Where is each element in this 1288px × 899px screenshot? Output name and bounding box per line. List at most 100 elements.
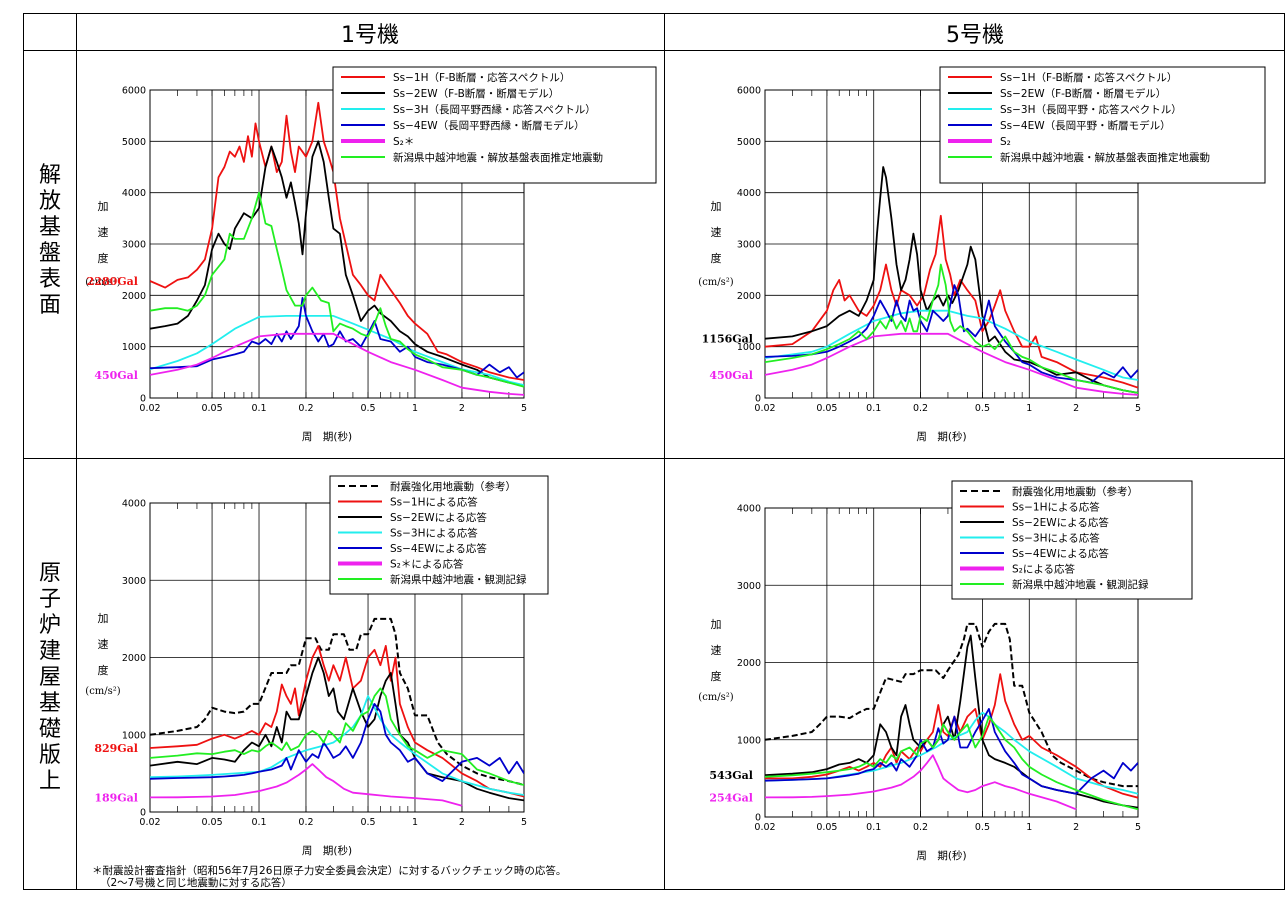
x-axis-label: 周 期(秒) [302,430,352,443]
y-tick-label: 3000 [737,581,761,592]
row-header-char: 原 [39,561,61,586]
peak-annotation: 189Gal [94,791,138,804]
legend-label: Ss−4EWによる応答 [1012,547,1109,560]
series-line [150,763,463,807]
legend-label: 新潟県中越沖地震・解放基盤表面推定地震動 [393,151,603,164]
series-line [765,754,1077,811]
row-header-char: 礎 [39,717,61,742]
y-axis-label-char: 度 [98,663,109,677]
legend-label: Ss−1H（F-B断層・応答スペクトル） [1000,71,1177,84]
y-tick-label: 3000 [122,576,146,587]
y-axis-label-char: 速 [98,638,109,651]
legend-label: Ss−4EW（長岡平野・断層モデル） [1000,119,1171,132]
legend-label: 新潟県中越沖地震・観測記録 [1012,578,1149,591]
series-line [150,332,524,396]
x-tick-label: 0.2 [298,817,313,828]
x-tick-label: 5 [521,403,527,414]
x-tick-label: 0.1 [251,403,266,414]
row-header-char: 面 [39,293,61,318]
y-tick-label: 6000 [737,86,761,97]
series-line [765,166,1138,394]
series-line [765,309,1138,381]
y-tick-label: 4000 [122,499,146,510]
x-tick-label: 0.5 [360,403,375,414]
legend-label: Ss−2EWによる応答 [390,511,487,524]
series-group [765,622,1138,811]
series-line [765,708,1138,795]
legend-box [332,66,657,184]
legend-label: Ss−2EW（F-B断層・断層モデル） [393,87,559,100]
row-header-char: 放 [39,189,61,214]
series-line [150,315,524,387]
peak-annotation: 1156Gal [702,333,753,346]
peak-annotation: 450Gal [94,369,138,382]
x-tick-label: 0.02 [139,817,160,828]
x-tick-label: 1 [412,403,418,414]
y-tick-label: 3000 [122,240,146,251]
y-tick-label: 1000 [737,735,761,746]
series-line [150,703,524,782]
chart-unit5-basemat: 0 1000 2000 3000 4000 0.02 0.05 0.1 0.2 0.5 1 2 5 周 期… [698,480,1193,862]
legend-label: Ss−1H（F-B断層・応答スペクトル） [393,71,570,84]
legend-label: Ss−4EW（長岡平野西縁・断層モデル） [393,119,585,132]
legend-box [939,66,1266,184]
chart-unit5-free-surface: 0 1000 2000 3000 4000 5000 6000 0.02 0.05 0.1 0.2 0… [698,66,1266,443]
series-line [765,332,1138,396]
y-tick-label: 4000 [737,504,761,515]
x-tick-label: 2 [1073,822,1079,833]
y-tick-label: 6000 [122,86,146,97]
x-tick-label: 0.02 [754,403,775,414]
legend-label: 耐震強化用地震動（参考） [1012,485,1138,498]
y-axis-label-char: 速 [98,226,109,239]
y-axis-label-char: 加 [711,618,722,631]
x-tick-label: 1 [1026,822,1032,833]
series-line [765,214,1138,389]
x-tick-label: 0.5 [360,817,375,828]
y-tick-label: 2000 [737,291,761,302]
legend-label: S₂ [1000,136,1011,148]
unit5-header: 5号機 [946,23,1004,48]
x-tick-label: 0.1 [866,403,881,414]
y-axis-label-char: 加 [711,200,722,213]
legend: 耐震強化用地震動（参考） Ss−1Hによる応答 Ss−2EWによる応答 Ss−3Hによ… [951,480,1193,600]
peak-annotation: 543Gal [709,769,753,782]
peak-annotation: 829Gal [94,742,138,755]
y-tick-label: 1000 [737,342,761,353]
y-axis-unit: (cm/s²) [85,277,120,288]
x-tick-label: 0.02 [139,403,160,414]
peak-annotation: 450Gal [709,369,753,382]
row-header-char: 炉 [39,613,61,638]
y-tick-label: 0 [140,808,146,819]
footnote-line1: ＊耐震設計審査指針（昭和56年7月26日原子力安全委員会決定）に対するバックチェ… [92,864,566,877]
series-line [150,645,524,798]
chart-unit1-free-surface: 0 1000 2000 3000 4000 5000 6000 0.02 0.05 0.1 0.2 0… [85,66,657,443]
peak-annotation: 2280Gal [87,275,138,288]
legend-label: 耐震強化用地震動（参考） [390,480,516,493]
y-axis-label-char: 速 [711,644,722,657]
y-tick-label: 4000 [737,188,761,199]
x-tick-label: 0.05 [816,822,837,833]
row-header-char: 屋 [39,665,61,690]
y-axis-unit: (cm/s²) [698,277,733,288]
series-line [150,140,524,387]
row-header-top: 解放基盤表面 [39,163,61,318]
legend-label: 新潟県中越沖地震・観測記録 [390,573,527,586]
series-line [765,673,1138,799]
legend-label: 新潟県中越沖地震・解放基盤表面推定地震動 [1000,151,1210,164]
chart-unit1-basemat: 0 1000 2000 3000 4000 0.02 0.05 0.1 0.2 0.5 1 2 5 周 期… [85,475,549,857]
x-tick-label: 0.5 [975,822,990,833]
series-line [765,284,1138,384]
x-tick-label: 0.5 [975,403,990,414]
legend-label: Ss−3Hによる応答 [1012,532,1100,545]
y-tick-label: 0 [140,394,146,405]
row-header-char: 建 [39,639,61,664]
series-line [765,715,1138,811]
legend-label: Ss−3H（長岡平野西縁・応答スペクトル） [393,103,596,116]
row-header-char: 上 [39,769,61,794]
x-tick-label: 1 [1026,403,1032,414]
legend-label: S₂＊ [393,136,414,148]
row-header-char: 版 [39,743,61,768]
x-tick-label: 0.05 [816,403,837,414]
series-group [150,617,524,807]
row-header-char: 子 [39,587,61,612]
